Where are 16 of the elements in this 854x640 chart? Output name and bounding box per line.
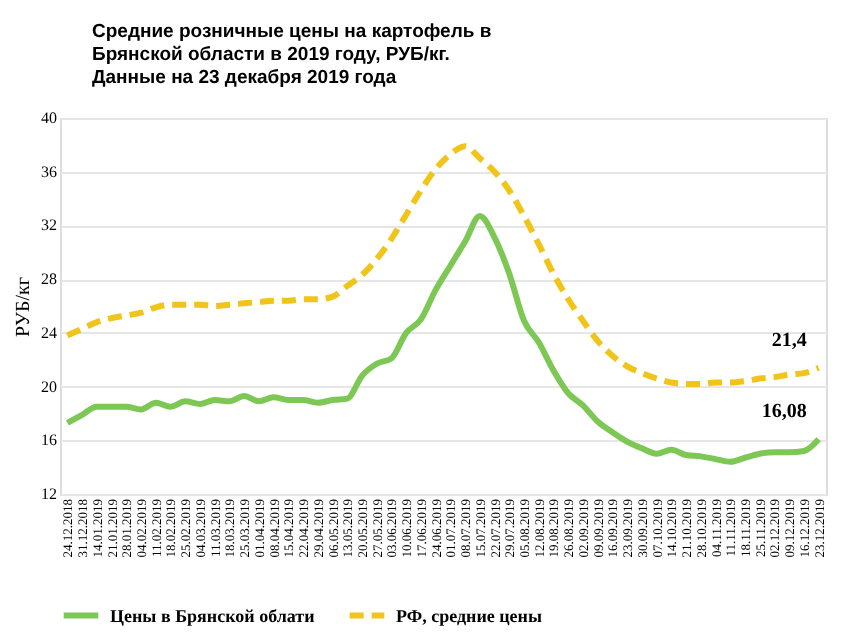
legend-label: РФ, средние цены [396,605,543,626]
y-tick-label: 24 [41,323,57,342]
y-tick-label: 40 [41,109,57,127]
y-tick-label: 16 [41,431,57,450]
annotation: 21,4 [771,329,807,352]
line-series [64,213,822,465]
legend-label: Цены в Брянской облати [110,605,315,626]
y-tick-label: 20 [41,377,57,396]
annotation: 16,08 [761,401,807,424]
y-tick-label: 28 [41,270,57,289]
y-tick-label: 32 [41,216,57,235]
line-series [64,143,822,387]
y-tick-label: 36 [41,162,57,181]
y-axis-title: РУБ/кг [13,277,35,337]
chart-title: Средние розничные цены на картофель в Брянской области в 2019 году, РУБ/кг. Данные на 23 декабря 2019 года [92,21,492,89]
y-tick-label: 12 [41,485,57,503]
